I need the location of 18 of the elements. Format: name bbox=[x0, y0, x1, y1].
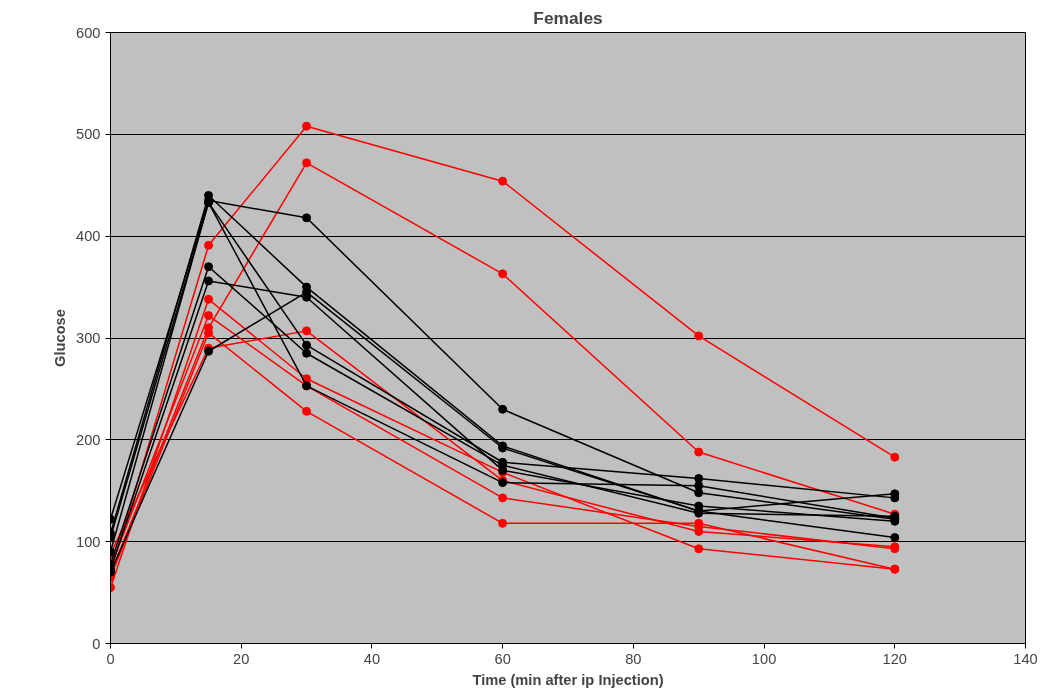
x-tick-label: 120 bbox=[882, 650, 908, 667]
y-axis-title: Glucose bbox=[52, 309, 69, 367]
y-tick-label: 500 bbox=[76, 126, 101, 143]
y-tick-label: 400 bbox=[76, 228, 101, 245]
y-tick-label: 600 bbox=[76, 24, 101, 41]
x-tick-label: 60 bbox=[494, 650, 511, 667]
x-tick-label: 100 bbox=[751, 650, 777, 667]
x-axis-title: Time (min after ip Injection) bbox=[472, 671, 664, 688]
chart-title: Females bbox=[533, 7, 603, 28]
x-tick-label: 80 bbox=[625, 650, 642, 667]
y-tick-label: 100 bbox=[76, 533, 101, 550]
y-tick-label: 200 bbox=[76, 431, 101, 448]
x-tick-label: 20 bbox=[233, 650, 250, 667]
x-tick-label: 40 bbox=[363, 650, 381, 667]
y-tick-label: 300 bbox=[76, 330, 101, 346]
x-tick-label: 140 bbox=[1013, 650, 1038, 667]
x-tick-label: 0 bbox=[106, 650, 115, 667]
y-tick-label: 0 bbox=[92, 635, 101, 652]
